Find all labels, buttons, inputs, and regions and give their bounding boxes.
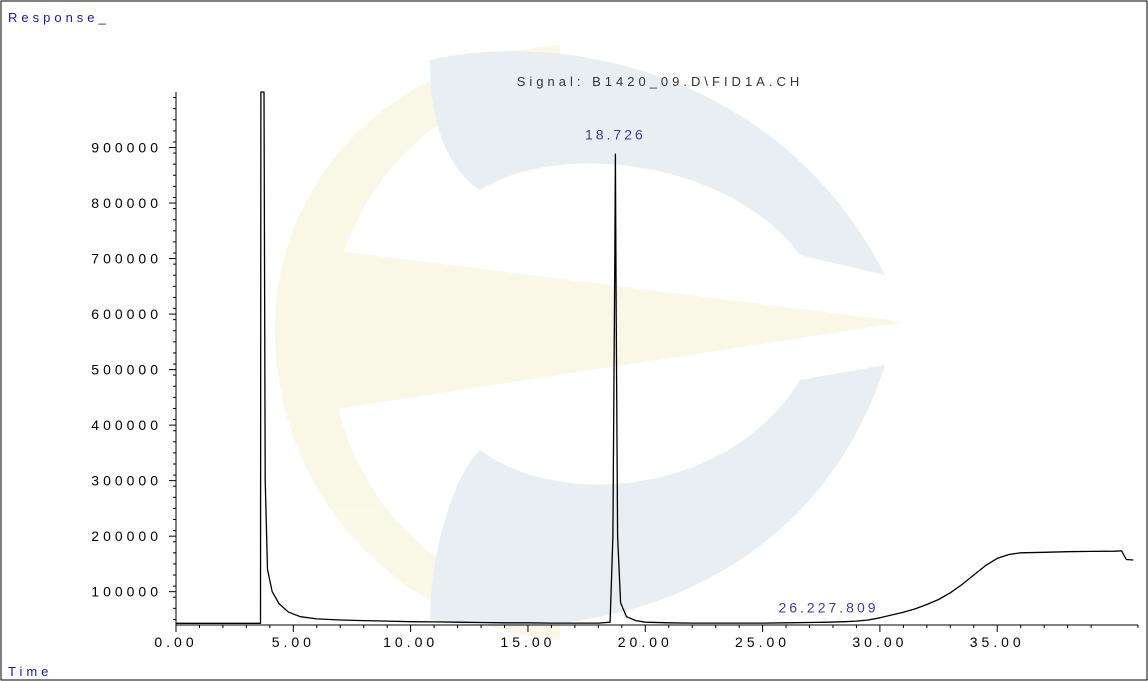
x-tick-label: 25.00 — [735, 634, 790, 650]
watermark-yellow-arc — [274, 45, 560, 640]
watermark-logo — [274, 45, 905, 640]
y-axis-title: Response_ — [8, 10, 110, 25]
y-tick-label: 400000 — [91, 417, 162, 433]
peak-labels-layer: 18.726 26.227.809 — [585, 127, 878, 616]
chart-title: Signal: B1420_09.D\FID1A.CH — [517, 74, 803, 89]
x-tick-label: 5.00 — [272, 634, 315, 650]
peak-label: 26.227.809 — [778, 600, 878, 616]
x-tick-label: 0.00 — [154, 634, 197, 650]
signal-trace — [176, 91, 1134, 624]
x-tick-label: 10.00 — [383, 634, 438, 650]
x-tick-label: 20.00 — [618, 634, 673, 650]
y-tick-label: 500000 — [91, 362, 162, 378]
x-tick-label: 30.00 — [852, 634, 907, 650]
y-tick-label: 700000 — [91, 251, 162, 267]
ticks-layer: 100000 200000 300000 400000 500000 600000 7000… — [91, 97, 1139, 650]
y-tick-label: 100000 — [91, 584, 162, 600]
y-tick-label: 800000 — [91, 195, 162, 211]
watermark-blue-bottom-arc — [430, 365, 885, 627]
y-tick-label: 300000 — [91, 473, 162, 489]
peak-label: 18.726 — [585, 127, 646, 143]
y-tick-label: 900000 — [91, 140, 162, 156]
x-axis-title: Time — [8, 664, 52, 679]
y-tick-label: 600000 — [91, 306, 162, 322]
x-tick-label: 35.00 — [970, 634, 1025, 650]
y-tick-label: 200000 — [91, 528, 162, 544]
series-layer — [176, 91, 1134, 624]
x-tick-label: 15.00 — [500, 634, 555, 650]
watermark-blue-top-arc — [430, 51, 885, 275]
watermark-yellow-wedge — [330, 250, 905, 410]
